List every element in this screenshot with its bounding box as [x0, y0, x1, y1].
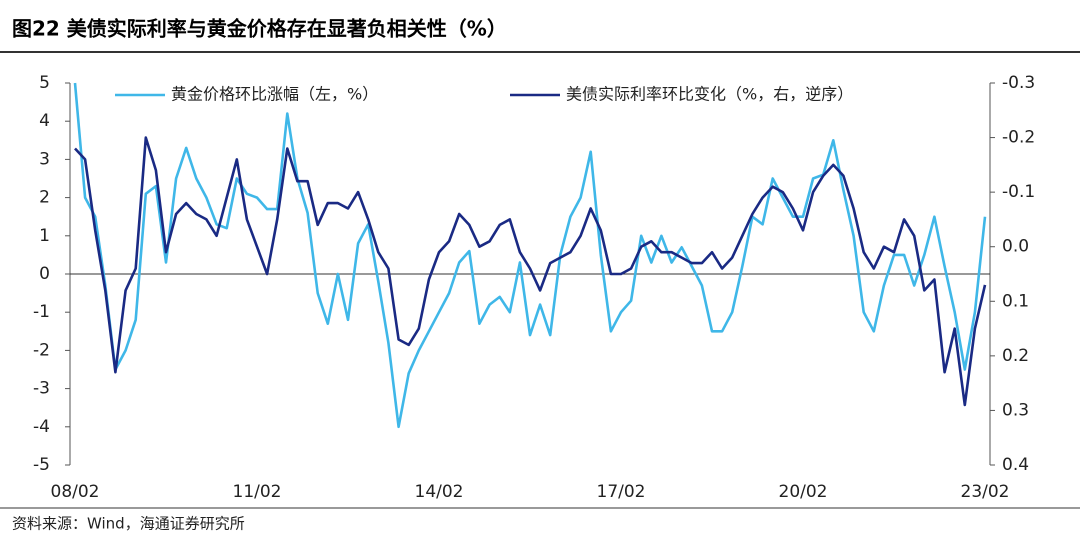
- legend-label: 黄金价格环比涨幅（左，%）: [171, 85, 378, 104]
- y-tick-label: 5: [39, 73, 50, 93]
- y2-tick-label: -0.3: [1002, 73, 1035, 93]
- y-tick-label: 0: [39, 264, 50, 284]
- y2-tick-label: 0.0: [1002, 237, 1029, 257]
- y-tick-label: -3: [33, 379, 50, 399]
- legend-label: 美债实际利率环比变化（%，右，逆序）: [566, 85, 853, 104]
- chart-title: 图22 美债实际利率与黄金价格存在显著负相关性（%）: [12, 17, 507, 41]
- series-line: [73, 82, 987, 429]
- y2-tick-label: 0.2: [1002, 346, 1029, 366]
- y2-tick-label: 0.4: [1002, 455, 1029, 475]
- y-tick-label: 1: [39, 226, 50, 246]
- y2-tick-label: 0.1: [1002, 291, 1029, 311]
- y-tick-label: -2: [33, 340, 50, 360]
- series-line: [74, 136, 987, 407]
- x-tick-label: 17/02: [597, 482, 646, 502]
- x-tick-label: 23/02: [961, 482, 1010, 502]
- y-tick-label: -1: [33, 302, 50, 322]
- x-tick-label: 08/02: [51, 482, 100, 502]
- y2-tick-label: 0.3: [1002, 400, 1029, 420]
- y-tick-label: 3: [39, 149, 50, 169]
- y-tick-label: 4: [39, 111, 50, 131]
- x-tick-label: 20/02: [779, 482, 828, 502]
- y-tick-label: -4: [33, 417, 50, 437]
- source: 资料来源：Wind，海通证券研究所: [12, 515, 245, 533]
- x-tick-label: 11/02: [233, 482, 282, 502]
- y-tick-label: 2: [39, 188, 50, 208]
- y2-tick-label: -0.2: [1002, 128, 1035, 148]
- y-tick-label: -5: [33, 455, 50, 475]
- x-tick-label: 14/02: [415, 482, 464, 502]
- y2-tick-label: -0.1: [1002, 182, 1035, 202]
